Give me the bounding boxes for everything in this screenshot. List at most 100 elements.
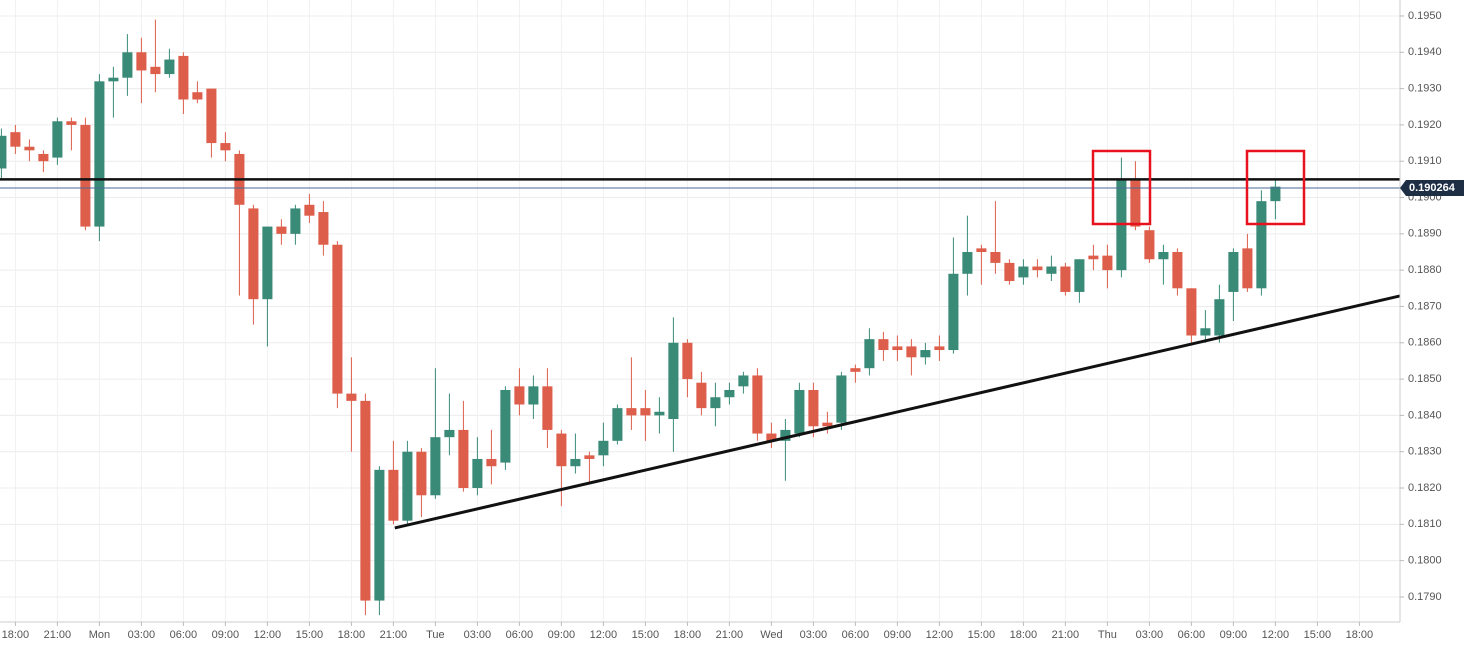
candle-body bbox=[332, 244, 343, 394]
y-tick-label: 0.1950 bbox=[1408, 10, 1442, 22]
candle-body bbox=[444, 429, 455, 438]
x-tick-label: 06:00 bbox=[842, 629, 870, 641]
x-tick-label: 18:00 bbox=[674, 629, 702, 641]
x-tick-label: Mon bbox=[89, 629, 110, 641]
x-tick-label: 15:00 bbox=[296, 629, 324, 641]
candle-body bbox=[654, 411, 665, 416]
candle-body bbox=[514, 386, 525, 405]
candle-body bbox=[878, 339, 889, 351]
candle-body bbox=[0, 135, 7, 169]
candle-body bbox=[108, 77, 119, 82]
candle-body bbox=[794, 389, 805, 434]
candle-body bbox=[178, 55, 189, 100]
candle-body bbox=[808, 389, 819, 427]
x-tick-label: 18:00 bbox=[338, 629, 366, 641]
x-tick-label: 15:00 bbox=[632, 629, 660, 641]
candle-body bbox=[724, 389, 735, 398]
candle-body bbox=[612, 408, 623, 441]
candle-body bbox=[836, 375, 847, 423]
candle-body bbox=[1004, 262, 1015, 282]
candle-body bbox=[570, 458, 581, 467]
candle-body bbox=[920, 350, 931, 358]
candle-body bbox=[304, 204, 315, 216]
candle-body bbox=[976, 248, 987, 252]
candle-body bbox=[38, 153, 49, 162]
candle-body bbox=[528, 386, 539, 405]
y-tick-label: 0.1890 bbox=[1408, 228, 1442, 240]
candle-body bbox=[24, 146, 35, 151]
x-tick-label: 06:00 bbox=[170, 629, 198, 641]
x-tick-label: 03:00 bbox=[464, 629, 492, 641]
x-tick-label: 12:00 bbox=[254, 629, 282, 641]
candle-body bbox=[906, 346, 917, 358]
candle-body bbox=[472, 458, 483, 489]
highlight-box bbox=[1245, 149, 1306, 226]
candle-body bbox=[360, 400, 371, 601]
candle-body bbox=[668, 342, 679, 420]
grid bbox=[0, 0, 1400, 622]
candle-body bbox=[1074, 259, 1085, 292]
candle-body bbox=[990, 251, 1001, 263]
x-tick-label: 09:00 bbox=[1220, 629, 1248, 641]
candle-body bbox=[416, 451, 427, 496]
candle-body bbox=[1242, 248, 1253, 289]
y-tick-label: 0.1810 bbox=[1408, 518, 1442, 530]
candle-body bbox=[752, 375, 763, 434]
candle-body bbox=[10, 132, 21, 147]
candle-body bbox=[430, 437, 441, 496]
x-tick-label: 09:00 bbox=[884, 629, 912, 641]
y-tick-label: 0.1880 bbox=[1408, 264, 1442, 276]
candle-body bbox=[1200, 328, 1211, 336]
candle-body bbox=[486, 458, 497, 467]
last-price-label: 0.190264 bbox=[1409, 182, 1456, 194]
y-tick-label: 0.1820 bbox=[1408, 482, 1442, 494]
y-tick-label: 0.1830 bbox=[1408, 446, 1442, 458]
candle-body bbox=[864, 339, 875, 369]
candle-body bbox=[192, 92, 203, 100]
x-tick-label: 09:00 bbox=[548, 629, 576, 641]
y-tick-label: 0.1800 bbox=[1408, 555, 1442, 567]
candle-body bbox=[402, 451, 413, 521]
candle-body bbox=[1088, 255, 1099, 260]
y-tick-label: 0.1840 bbox=[1408, 409, 1442, 421]
candle-body bbox=[388, 469, 399, 521]
x-tick-label: 15:00 bbox=[968, 629, 996, 641]
candle-body bbox=[1032, 266, 1043, 271]
candle-body bbox=[1018, 266, 1029, 278]
candle-body bbox=[1186, 288, 1197, 336]
x-tick-label: 21:00 bbox=[44, 629, 72, 641]
candle-body bbox=[1130, 179, 1141, 227]
x-tick-label: 21:00 bbox=[1052, 629, 1080, 641]
candle-body bbox=[136, 52, 147, 71]
candle-body bbox=[962, 251, 973, 274]
candle-body bbox=[276, 226, 287, 234]
candle-body bbox=[94, 81, 105, 227]
x-tick-label: Thu bbox=[1098, 629, 1117, 641]
candle-body bbox=[682, 342, 693, 380]
candle-body bbox=[626, 408, 637, 416]
last-price-tag bbox=[1400, 179, 1464, 196]
x-tick-label: Tue bbox=[426, 629, 445, 641]
candle-body bbox=[696, 382, 707, 409]
candle-body bbox=[948, 273, 959, 351]
candle-body bbox=[290, 208, 301, 234]
candle-body bbox=[934, 346, 945, 351]
candle-body bbox=[318, 212, 329, 245]
x-tick-label: 18:00 bbox=[1010, 629, 1038, 641]
y-tick-label: 0.1940 bbox=[1408, 46, 1442, 58]
x-tick-label: 06:00 bbox=[1178, 629, 1206, 641]
candle-body bbox=[248, 208, 259, 300]
candle-body bbox=[458, 429, 469, 489]
axes: 0.19500.19400.19300.19200.19100.19000.18… bbox=[2, 10, 1464, 641]
candle-body bbox=[584, 455, 595, 459]
y-tick-label: 0.1910 bbox=[1408, 155, 1442, 167]
x-tick-label: 15:00 bbox=[1304, 629, 1332, 641]
candle-body bbox=[500, 389, 511, 463]
candle-body bbox=[150, 66, 161, 75]
x-tick-label: 03:00 bbox=[1136, 629, 1164, 641]
candle-body bbox=[374, 469, 385, 601]
candle-body bbox=[766, 433, 777, 441]
